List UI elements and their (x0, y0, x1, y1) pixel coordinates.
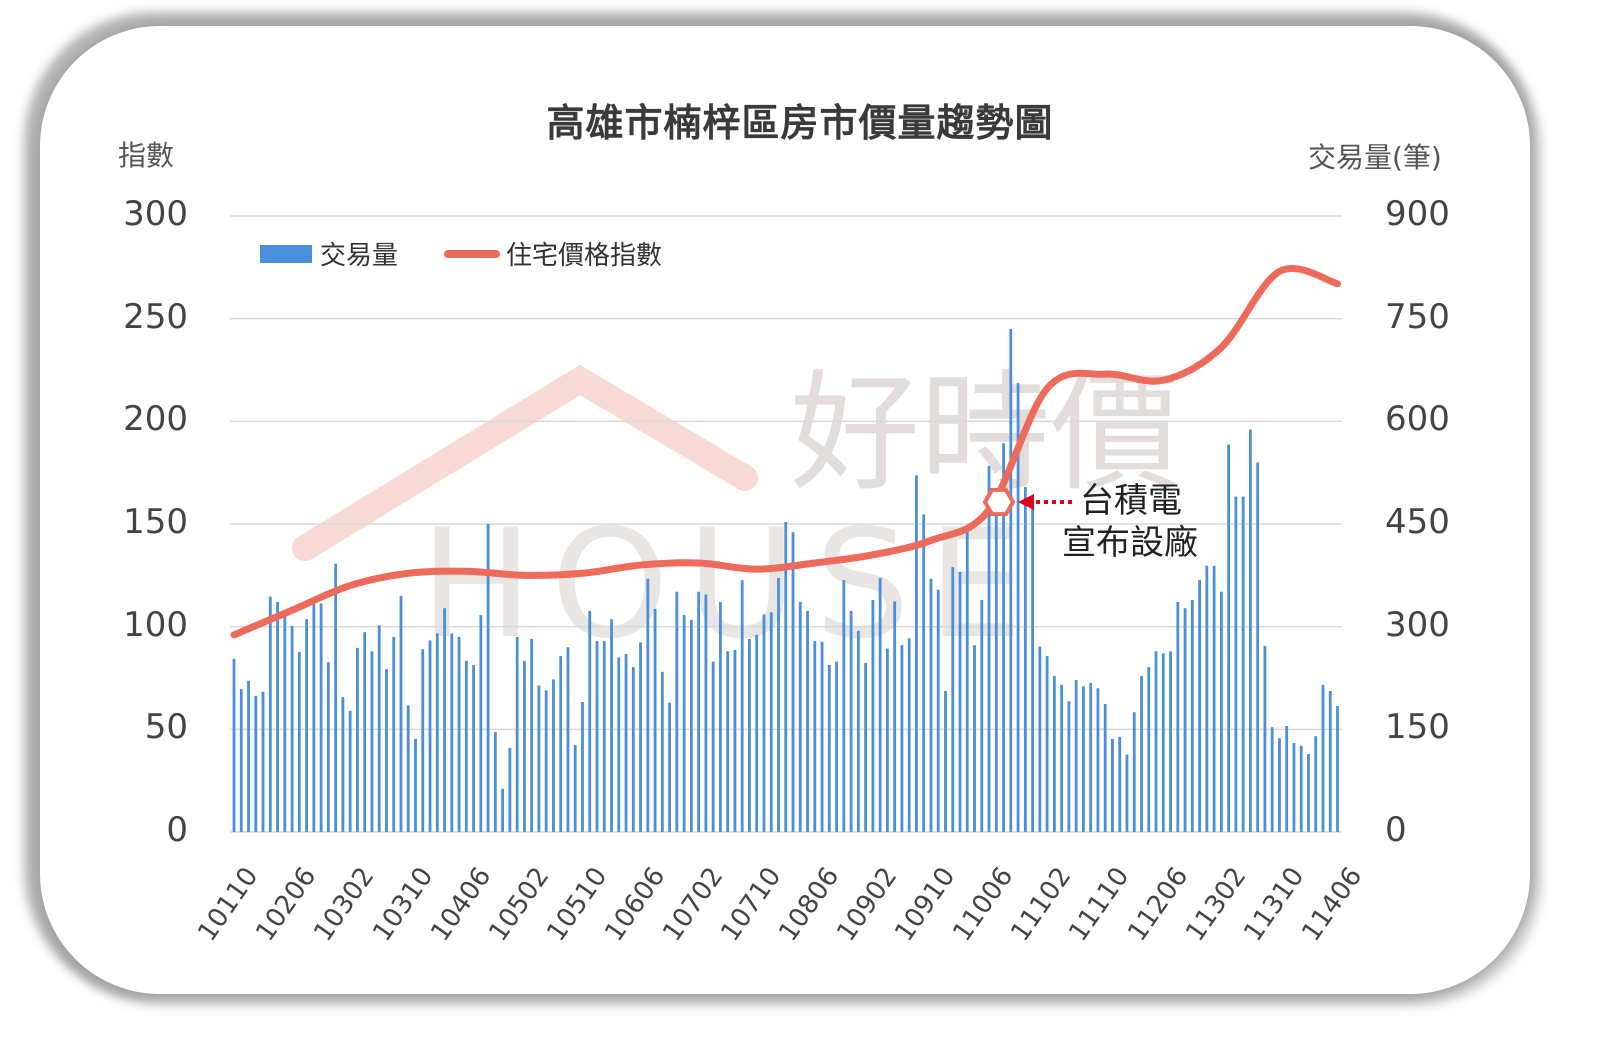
right-y-tick: 150 (1385, 707, 1450, 748)
dotted-arrow-icon (1018, 494, 1072, 510)
left-y-tick: 150 (123, 502, 188, 542)
left-y-tick: 0 (166, 810, 188, 850)
volume-bars (232, 328, 1339, 832)
right-y-tick: 300 (1385, 604, 1450, 645)
annotation-line1: 台積電 (1080, 481, 1182, 521)
right-y-tick: 450 (1385, 502, 1450, 542)
left-y-tick: 300 (123, 194, 188, 234)
annotation-line2: 宣布設廠 (1062, 523, 1198, 563)
left-axis-title: 指數 (118, 139, 175, 172)
hexagon-marker-icon (982, 487, 1016, 517)
right-y-tick: 0 (1385, 810, 1407, 850)
legend-bar-swatch-icon (260, 244, 312, 263)
annotation: 台積電 宣布設廠 (1062, 480, 1198, 564)
right-y-tick: 750 (1385, 296, 1450, 337)
price-index-line (230, 264, 1342, 639)
right-y-tick: 600 (1385, 399, 1450, 440)
chart-title: 高雄市楠梓區房市價量趨勢圖 (546, 101, 1054, 145)
right-y-tick: 900 (1385, 194, 1450, 234)
left-y-tick: 50 (144, 707, 188, 748)
legend-line-swatch-icon (444, 249, 501, 258)
legend-index-label: 住宅價格指數 (506, 241, 663, 271)
left-y-tick: 250 (123, 296, 188, 337)
left-y-tick: 200 (123, 399, 188, 440)
legend-volume-label: 交易量 (320, 241, 399, 271)
left-y-tick: 100 (123, 604, 188, 645)
right-axis-title: 交易量(筆) (1308, 141, 1442, 174)
svg-text:好時價: 好時價 (790, 357, 1180, 509)
legend: 交易量 住宅價格指數 (260, 235, 662, 272)
